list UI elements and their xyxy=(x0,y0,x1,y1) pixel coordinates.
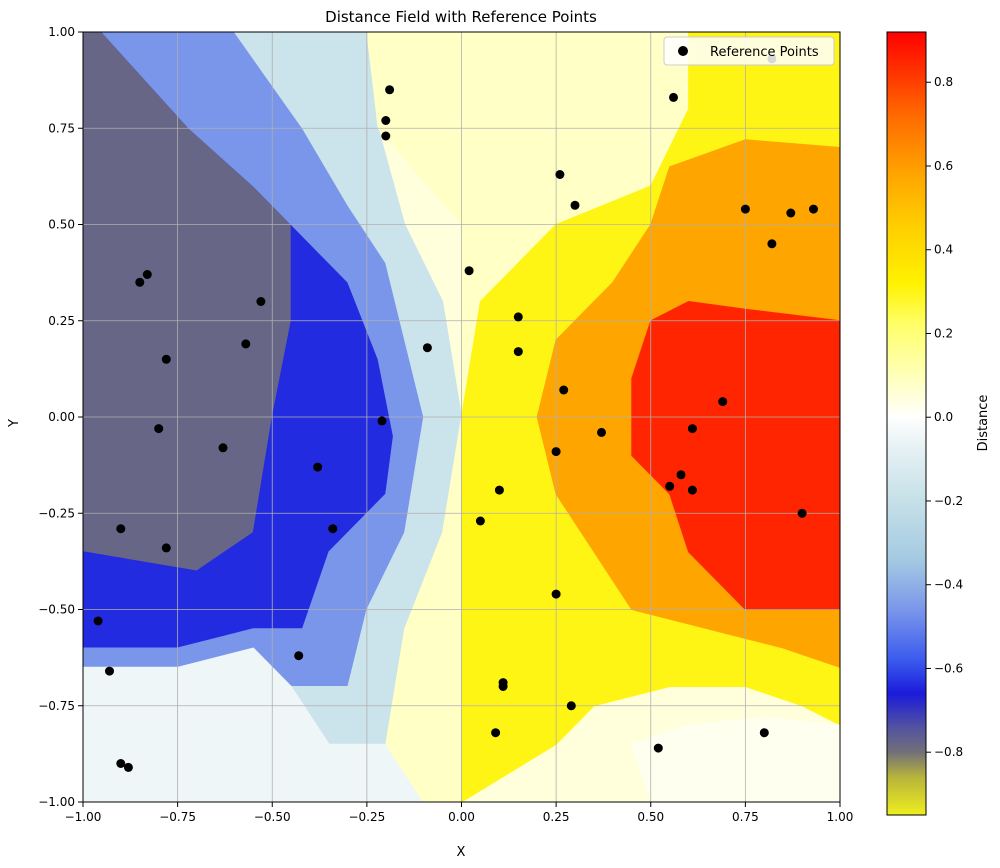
reference-point xyxy=(142,270,152,279)
reference-point xyxy=(767,239,777,249)
reference-point xyxy=(377,416,387,426)
x-tick-label: 1.00 xyxy=(827,810,854,824)
colorbar-tick-label: −0.6 xyxy=(934,661,963,675)
reference-point xyxy=(718,397,728,407)
reference-point xyxy=(105,666,114,676)
y-axis-label: Y xyxy=(7,419,22,428)
x-axis-label: X xyxy=(457,845,466,860)
region-white-fringe-bottom xyxy=(83,647,425,802)
y-tick-label: 1.00 xyxy=(48,25,75,39)
colorbar-gradient xyxy=(886,31,927,816)
reference-point xyxy=(93,616,103,626)
reference-point xyxy=(161,354,171,364)
reference-point xyxy=(218,443,228,453)
reference-point xyxy=(161,543,171,553)
reference-point xyxy=(759,728,769,738)
x-tick-label: 0.50 xyxy=(637,810,664,824)
reference-point xyxy=(786,208,796,218)
colorbar-tick-label: 0.2 xyxy=(934,326,953,340)
colorbar: −0.8 −0.6 −0.4 −0.2 0.0 0.2 0.4 0.6 0.8 Distance xyxy=(886,31,991,816)
reference-point xyxy=(513,312,523,322)
y-tick-label: −0.50 xyxy=(38,603,75,617)
reference-point xyxy=(809,204,818,214)
reference-point xyxy=(491,728,501,738)
x-tick-label: −0.25 xyxy=(348,810,385,824)
chart-title: Distance Field with Reference Points xyxy=(325,8,597,26)
reference-point xyxy=(551,447,561,457)
reference-point xyxy=(385,85,395,95)
reference-point xyxy=(116,524,126,534)
reference-point xyxy=(669,92,678,102)
region-pale-patch-bottom-right xyxy=(631,716,840,802)
legend-box xyxy=(663,36,835,66)
reference-point xyxy=(381,116,391,125)
y-tick-label: 0.00 xyxy=(48,410,75,424)
y-tick-label: 0.75 xyxy=(48,121,75,135)
reference-point xyxy=(381,131,391,141)
reference-point xyxy=(555,170,565,179)
reference-point xyxy=(123,762,133,772)
x-tick-label: −1.00 xyxy=(65,810,102,824)
colorbar-tick-label: 0.6 xyxy=(934,159,953,173)
reference-point xyxy=(135,277,145,287)
legend-label: Reference Points xyxy=(710,45,819,60)
x-axis: −1.00 −0.75 −0.50 −0.25 0.00 0.25 0.50 0.75 1.00 xyxy=(65,802,854,824)
reference-point xyxy=(687,424,697,434)
x-tick-label: −0.50 xyxy=(254,810,291,824)
reference-points xyxy=(93,54,818,772)
reference-point xyxy=(570,200,580,210)
reference-point xyxy=(464,266,474,276)
reference-point xyxy=(653,743,663,753)
colorbar-tick-label: 0.4 xyxy=(934,243,953,257)
reference-point xyxy=(551,589,561,599)
y-tick-label: −0.25 xyxy=(38,506,75,520)
colorbar-tick-label: 0.0 xyxy=(934,410,953,424)
x-tick-label: 0.25 xyxy=(543,810,570,824)
colorbar-ticks: −0.8 −0.6 −0.4 −0.2 0.0 0.2 0.4 0.6 0.8 xyxy=(926,75,963,759)
x-tick-label: 0.00 xyxy=(448,810,475,824)
y-tick-label: 0.25 xyxy=(48,314,75,328)
reference-point xyxy=(559,385,569,395)
reference-point xyxy=(597,427,606,437)
reference-point xyxy=(566,701,576,711)
reference-point xyxy=(676,470,686,480)
reference-point xyxy=(475,516,485,526)
legend: Reference Points xyxy=(663,36,835,66)
colorbar-label: Distance xyxy=(976,395,991,452)
colorbar-tick-label: 0.8 xyxy=(934,75,953,89)
reference-point xyxy=(154,424,164,434)
y-axis: −1.00 −0.75 −0.50 −0.25 0.00 0.25 0.50 0.75 1.00 xyxy=(38,25,83,809)
reference-point xyxy=(422,343,432,353)
x-tick-label: 0.75 xyxy=(732,810,759,824)
reference-point xyxy=(116,759,126,768)
reference-point xyxy=(498,682,508,691)
reference-point xyxy=(328,524,338,534)
y-tick-label: −1.00 xyxy=(38,795,75,809)
reference-point xyxy=(687,485,697,495)
reference-point xyxy=(665,481,675,491)
y-tick-label: −0.75 xyxy=(38,699,75,713)
reference-point xyxy=(797,508,807,518)
colorbar-tick-label: −0.4 xyxy=(934,578,963,592)
reference-point xyxy=(294,651,304,661)
reference-point xyxy=(494,485,504,495)
colorbar-tick-label: −0.2 xyxy=(934,494,963,508)
reference-point xyxy=(740,204,750,214)
colorbar-tick-label: −0.8 xyxy=(934,745,963,759)
reference-point xyxy=(313,462,323,472)
reference-point xyxy=(256,297,266,306)
y-tick-label: 0.50 xyxy=(48,218,75,232)
reference-point xyxy=(513,347,523,357)
x-tick-label: −0.75 xyxy=(159,810,196,824)
reference-point xyxy=(241,339,251,349)
legend-marker xyxy=(678,46,688,56)
